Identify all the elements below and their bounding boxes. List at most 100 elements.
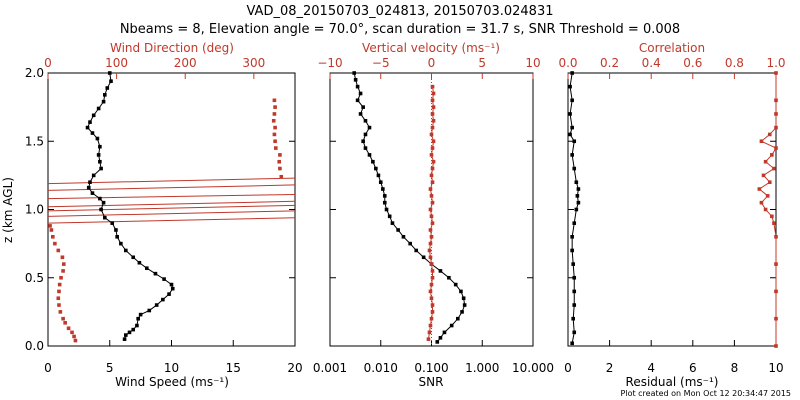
residual-point	[572, 139, 577, 144]
correlation-point	[774, 289, 778, 294]
vertical-velocity-point	[428, 207, 433, 212]
snr-point	[421, 255, 426, 260]
vertical-velocity-point	[429, 262, 434, 266]
correlation-point	[757, 187, 762, 191]
snr-point	[361, 105, 365, 109]
vertical-velocity-point	[431, 118, 436, 123]
wind-speed-point	[124, 333, 128, 337]
vertical-velocity-point	[430, 310, 435, 314]
vertical_snr-top-tick-label: 10	[525, 56, 540, 70]
wind-direction-point	[73, 338, 78, 343]
snr-point	[387, 214, 392, 219]
wind-speed-point	[153, 271, 158, 276]
residual-point	[568, 112, 572, 116]
direction-wrap-line	[47, 177, 296, 185]
vertical-velocity-point	[430, 180, 435, 184]
snr-point	[453, 282, 458, 287]
figure-title-line1: VAD_08_20150703_024813, 20150703.024831	[247, 4, 554, 19]
residual-point	[576, 200, 581, 205]
correlation-point	[770, 214, 774, 219]
vertical-velocity-point	[428, 187, 433, 191]
vertical-velocity-point	[429, 214, 434, 219]
vertical_snr-bottom-tick-label: 0.001	[313, 361, 347, 375]
wind-speed-point	[96, 153, 101, 157]
residual_correlation-top-tick-label: 0.2	[600, 56, 619, 70]
snr-axis-label: SNR	[419, 375, 444, 389]
wind-direction-point	[272, 132, 277, 137]
snr-point	[382, 200, 387, 205]
direction-wrap-line	[47, 204, 296, 212]
residual-point	[571, 316, 575, 321]
wind-direction-point	[63, 320, 67, 325]
snr-line	[353, 72, 466, 343]
residual-point	[572, 275, 577, 280]
wind-speed-point	[96, 106, 101, 111]
height-tick-label: 1.5	[25, 134, 44, 148]
wind-bottom-tick-label: 5	[106, 361, 114, 375]
correlation-point	[772, 166, 776, 171]
residual-point	[570, 235, 574, 239]
direction-wrap-line	[47, 184, 296, 191]
wind-speed-point	[136, 316, 140, 321]
residual-point	[576, 187, 581, 191]
snr-point	[442, 330, 447, 335]
wind-speed-point	[131, 255, 136, 260]
vertical-velocity-point	[431, 159, 436, 164]
residual-panel: Residual (ms⁻¹) Correlation 0 2 4 6 8 10 0.0 0.…	[558, 41, 785, 389]
wind-speed-point	[107, 71, 112, 75]
wind-direction-point	[57, 289, 61, 294]
vertical-velocity-point	[430, 146, 435, 150]
wind-direction-point	[57, 282, 62, 287]
residual-point	[575, 194, 580, 198]
wind-speed-point	[88, 120, 92, 124]
vertical-velocity-point	[430, 303, 435, 307]
wind-speed-point	[127, 330, 132, 335]
residual-point	[570, 248, 574, 253]
direction-wrap-line	[47, 200, 296, 208]
plot-credit: Plot created on Mon Oct 12 20:34:47 2015	[621, 389, 791, 398]
wind-speed-point	[137, 260, 142, 265]
wind-direction-point	[48, 224, 52, 228]
wind-direction-point	[271, 118, 276, 123]
correlation-point	[774, 98, 778, 103]
wind-speed-point	[124, 248, 128, 253]
wind-direction-point	[56, 248, 61, 253]
vertical-velocity-point	[430, 112, 435, 116]
wind-speed-point	[103, 93, 107, 97]
residual_correlation-top-tick-label: 0.0	[558, 56, 577, 70]
wind-direction-point	[279, 174, 284, 179]
snr-point	[408, 241, 412, 246]
wind-speed-point	[98, 144, 102, 149]
figure-title-line2: Nbeams = 8, Elevation angle = 70.0°, sca…	[120, 22, 680, 37]
wind-speed-point	[90, 191, 95, 195]
height-tick-label: 2.0	[25, 66, 44, 80]
wind-speed-point	[91, 113, 96, 118]
wind-direction-point	[278, 166, 282, 171]
height-tick-label: 1.0	[25, 203, 44, 217]
wind-speed-line	[86, 72, 174, 340]
wind-speed-point	[169, 282, 174, 287]
residual_correlation-top-tick-label: 0.4	[642, 56, 661, 70]
wind-direction-point	[273, 139, 277, 144]
wind-speed-point	[135, 323, 139, 328]
vertical-velocity-point	[430, 269, 435, 273]
wind-direction-point	[51, 235, 55, 239]
snr-point	[352, 71, 357, 75]
vertical-velocity-point	[430, 275, 435, 280]
direction-wrap-line	[47, 210, 296, 217]
snr-point	[358, 112, 363, 116]
snr-panel: SNR Vertical velocity (ms⁻¹) 0.001 0.010 0…	[313, 41, 554, 389]
residual-point	[572, 221, 577, 225]
snr-point	[401, 235, 406, 239]
wind-direction-point	[272, 112, 277, 116]
snr-point	[461, 296, 466, 301]
residual-point	[574, 180, 579, 184]
wind-speed-point	[95, 136, 100, 141]
residual-point	[570, 153, 574, 157]
wind-speed-point	[91, 173, 96, 178]
residual_correlation-bottom-tick-label: 6	[689, 361, 697, 375]
vertical_snr-top-tick-label: 5	[478, 56, 486, 70]
wind-speed-point	[88, 180, 92, 184]
height-axis-label: z (km AGL)	[1, 177, 15, 243]
wind-direction-point	[272, 98, 277, 103]
